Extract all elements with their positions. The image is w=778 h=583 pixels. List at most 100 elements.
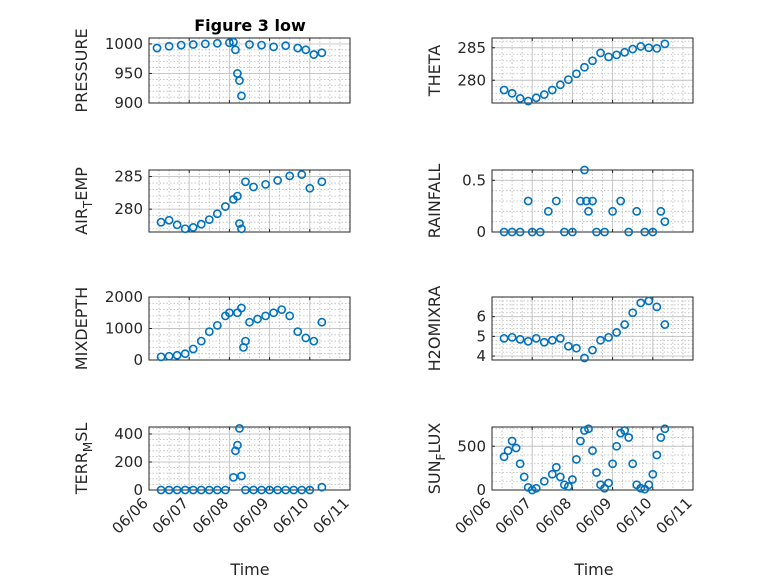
data-point — [582, 196, 591, 206]
data-point — [592, 227, 601, 237]
data-point — [317, 317, 327, 327]
data-point — [212, 485, 222, 495]
data-point — [568, 475, 577, 484]
data-point — [523, 196, 533, 206]
data-point — [235, 76, 244, 85]
y-tick-label: 285 — [114, 168, 143, 186]
data-point — [604, 478, 613, 488]
data-point — [224, 38, 234, 48]
data-point — [660, 320, 670, 329]
data-point — [204, 327, 214, 337]
x-tick-label: 06/07 — [149, 494, 192, 537]
data-point — [241, 336, 250, 346]
data-point — [176, 40, 186, 50]
data-point — [652, 450, 662, 460]
y-tick-label: 285 — [457, 39, 486, 57]
data-point — [172, 350, 182, 360]
x-tick-label: 06/06 — [109, 494, 152, 537]
y-axis-label: RAINFALL — [425, 164, 444, 239]
y-tick-label: 400 — [114, 425, 143, 443]
y-tick-label: 0 — [133, 481, 143, 499]
subplot-sun_flux: 0 500 SUNFLUX06/0606/0706/0806/0906/1006/1… — [425, 423, 696, 538]
data-point — [301, 45, 311, 55]
data-point — [515, 459, 525, 469]
data-point — [269, 42, 279, 52]
data-point — [196, 336, 206, 346]
data-point — [559, 480, 569, 490]
data-point — [164, 41, 174, 51]
x-tick-label: 06/10 — [269, 494, 312, 537]
data-point — [297, 170, 307, 179]
data-point — [559, 227, 569, 237]
data-point — [568, 227, 577, 237]
figure-title: Figure 3 low — [194, 16, 306, 35]
data-point — [285, 311, 295, 321]
data-point — [220, 485, 230, 495]
y-tick-label: 2000 — [105, 288, 143, 306]
y-axis-label: AIRTEMP — [72, 167, 95, 235]
y-axis-label: MIXDEPTH — [72, 287, 91, 370]
data-point — [531, 333, 541, 343]
data-point — [632, 206, 642, 216]
data-point — [580, 165, 589, 175]
axes-frame — [491, 296, 694, 361]
y-tick-label: 900 — [114, 94, 143, 112]
y-tick-label: 5 — [476, 327, 486, 345]
data-point — [519, 472, 529, 482]
data-point — [233, 308, 242, 318]
data-point — [188, 40, 198, 49]
data-point — [547, 85, 557, 95]
data-point — [231, 446, 240, 456]
data-point — [572, 343, 581, 353]
data-point — [245, 40, 254, 49]
data-point — [644, 296, 654, 306]
data-point — [547, 469, 557, 479]
data-point — [523, 336, 533, 346]
data-point — [596, 48, 605, 58]
data-point — [547, 335, 557, 345]
data-point — [241, 485, 250, 495]
data-point — [241, 177, 250, 187]
data-point — [660, 39, 670, 49]
data-point — [628, 308, 638, 318]
data-point — [249, 182, 258, 192]
data-point — [212, 320, 222, 330]
data-point — [527, 227, 537, 237]
y-tick-label: 0 — [476, 481, 486, 499]
data-point — [305, 485, 315, 495]
data-point — [624, 227, 634, 237]
data-point — [648, 469, 658, 479]
data-point — [229, 472, 238, 482]
data-point — [317, 177, 327, 187]
y-axis-label: PRESSURE — [72, 28, 91, 112]
y-tick-label: 0.5 — [462, 171, 486, 189]
data-point — [543, 206, 553, 216]
subplot-pressure: 900 950 1000 PRESSURE — [72, 28, 351, 113]
x-tick-label: 06/11 — [310, 494, 353, 537]
data-point — [608, 459, 617, 469]
data-point — [588, 345, 597, 355]
data-point — [507, 227, 517, 237]
data-point — [269, 308, 279, 318]
data-point — [580, 62, 589, 72]
data-point — [620, 320, 630, 329]
x-tick-label: 06/09 — [572, 494, 615, 537]
data-point — [592, 468, 601, 477]
data-point — [620, 426, 630, 435]
data-point — [644, 480, 654, 490]
data-point — [616, 196, 626, 206]
data-point — [648, 227, 658, 237]
data-point — [164, 351, 174, 361]
data-point — [523, 96, 533, 106]
data-point — [156, 352, 166, 362]
data-point — [555, 472, 565, 482]
data-point — [164, 215, 174, 225]
data-point — [551, 462, 561, 472]
data-point — [563, 341, 573, 351]
data-point — [212, 38, 222, 48]
y-tick-label: 0 — [133, 351, 143, 369]
y-tick-label: 950 — [114, 64, 143, 82]
data-point — [584, 424, 593, 434]
data-point — [563, 75, 573, 84]
